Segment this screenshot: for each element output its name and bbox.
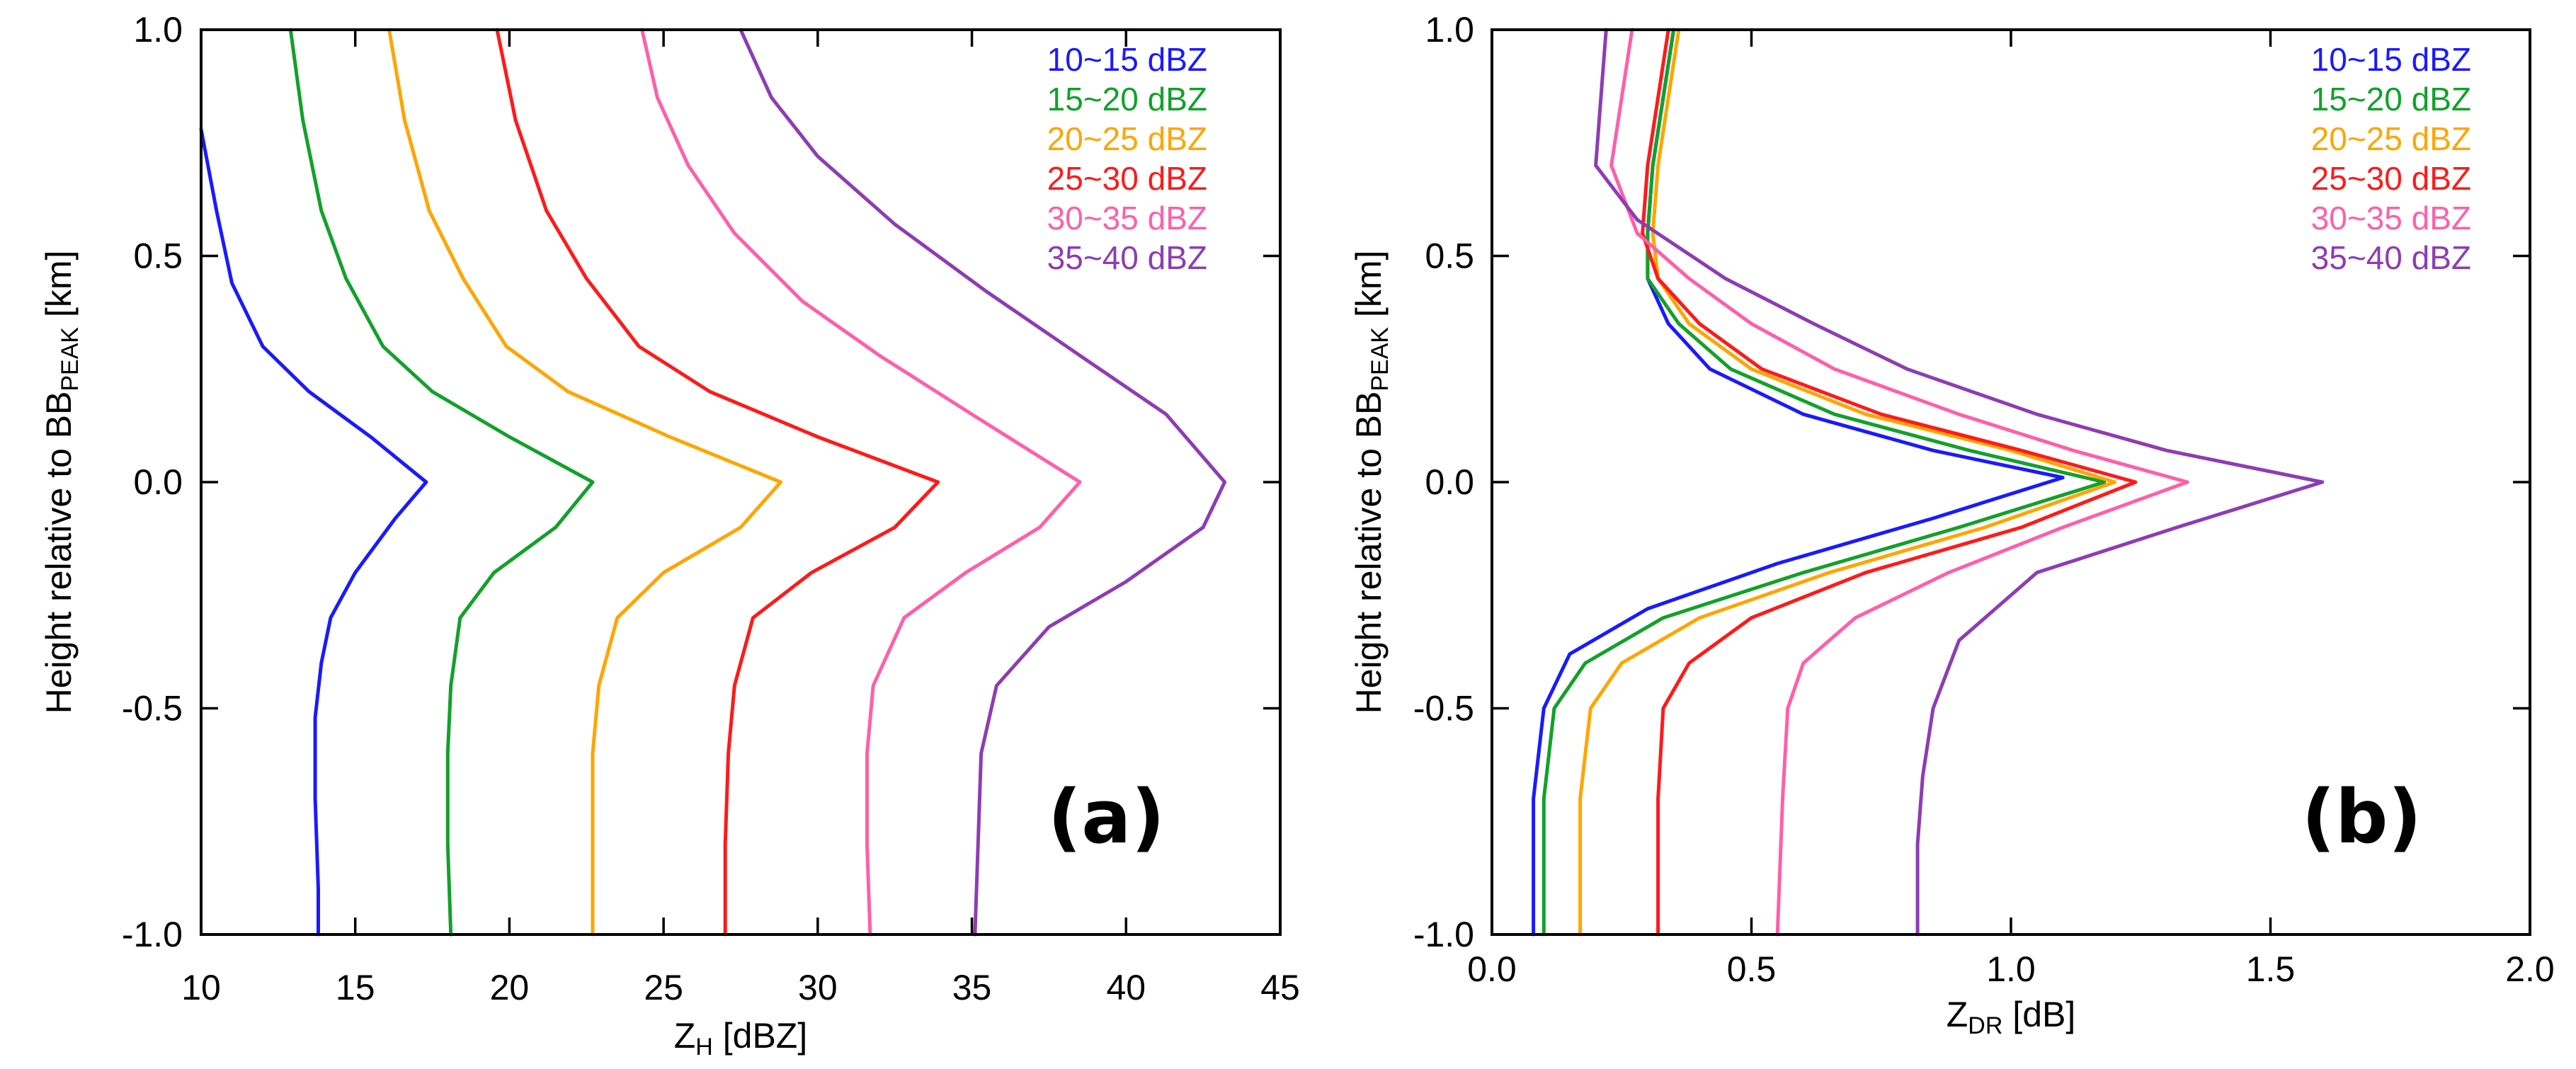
panel-b-x-tick-labels: 0.0 0.5 1.0 1.5 2.0 [1467,949,2555,989]
panel-a-series-line-5 [640,28,1082,937]
panel-a-legend-entry-3: 20~25 dBZ [1047,120,1207,157]
panel-b-chart: 0.0 0.5 1.0 1.5 2.0 -1.0 -0.5 0.0 0.5 1.0 ZDR [d… [1349,10,2555,1039]
panel-a-x-tick-label-4: 25 [644,968,683,1007]
panel-a-y-tick-labels: -1.0 -0.5 0.0 0.5 1.0 [122,10,183,954]
panel-a-x-tick-label-1: 10 [181,968,221,1007]
panel-a-chart: 10 15 20 25 30 35 40 45 -1.0 -0.5 0.0 0.5 1.0 ZH [d… [39,10,1300,1061]
panel-a-series-line-3 [387,28,783,937]
panel-a-series-line-2 [288,28,595,937]
panel-a-x-tick-label-7: 40 [1106,968,1146,1007]
panel-b-y-tick-label-2: -0.5 [1413,689,1474,728]
panel-a-x-axis-title: ZH [dBZ] [674,1016,807,1061]
panel-a-legend-entry-5: 30~35 dBZ [1047,200,1207,236]
panel-a-legend-entry-1: 10~15 dBZ [1047,41,1207,78]
panel-b-series-line-2 [1541,28,2107,937]
panel-a-series-line-1 [199,127,428,937]
panel-a-y-tick-label-1: -1.0 [122,915,183,954]
panel-b-x-axis-title: ZDR [dB] [1947,995,2076,1039]
panel-b-series-line-6 [1594,28,2325,937]
panel-a-x-tick-label-2: 15 [336,968,375,1007]
panel-b-x-tick-label-1: 0.0 [1467,949,1517,989]
panel-a-y-axis-title: Height relative to BBPEAK [km] [39,251,84,714]
panel-b-x-tick-label-4: 1.5 [2246,949,2296,989]
panel-b-label: (b) [2301,774,2422,860]
panel-a-ticks [200,28,1282,936]
panel-b-legend-entry-3: 20~25 dBZ [2311,120,2471,157]
panel-a-x-tick-label-6: 35 [952,968,992,1007]
panel-a-y-tick-label-3: 0.0 [133,462,183,502]
panel-b-y-tick-label-4: 0.5 [1425,236,1474,276]
panel-a-legend-entry-6: 35~40 dBZ [1047,239,1207,276]
panel-b-y-tick-label-3: 0.0 [1425,462,1474,502]
panel-b-legend-entry-4: 25~30 dBZ [2311,160,2471,197]
panel-a-label: (a) [1048,774,1165,860]
panel-b-x-tick-label-3: 1.0 [1986,949,2036,989]
panel-a-series [199,28,1227,937]
panel-a-legend-entry-4: 25~30 dBZ [1047,160,1207,197]
panel-b-y-tick-label-5: 1.0 [1425,10,1474,50]
panel-a-y-tick-label-5: 1.0 [133,10,183,50]
panel-b-series-line-4 [1641,28,2138,937]
panel-b-ticks [1491,28,2531,936]
panel-b-x-tick-label-5: 2.0 [2505,949,2555,989]
panel-b-x-tick-label-2: 0.5 [1727,949,1777,989]
panel-a-x-tick-label-3: 20 [490,968,530,1007]
panel-b-legend-entry-2: 15~20 dBZ [2311,81,2471,118]
panel-a-x-tick-labels: 10 15 20 25 30 35 40 45 [181,968,1300,1007]
panel-b-y-axis-title: Height relative to BBPEAK [km] [1349,251,1394,714]
panel-a-x-tick-label-5: 30 [798,968,838,1007]
panel-a-y-tick-label-4: 0.5 [133,236,183,276]
panel-a-legend-entry-2: 15~20 dBZ [1047,81,1207,118]
panel-b-legend-entry-6: 35~40 dBZ [2311,239,2471,276]
panel-a-x-tick-label-8: 45 [1260,968,1300,1007]
panel-a-y-tick-label-2: -0.5 [122,689,183,728]
panel-b-legend-entry-1: 10~15 dBZ [2311,41,2471,78]
panel-a-series-line-6 [739,28,1227,937]
panel-b-series-line-3 [1578,28,2117,937]
panel-a-series-line-4 [495,28,940,937]
panel-b-series [1532,28,2325,937]
panel-b-y-tick-label-1: -1.0 [1413,915,1474,954]
panel-b-legend-entry-5: 30~35 dBZ [2311,200,2471,236]
panel-b-y-tick-labels: -1.0 -0.5 0.0 0.5 1.0 [1413,10,1474,954]
